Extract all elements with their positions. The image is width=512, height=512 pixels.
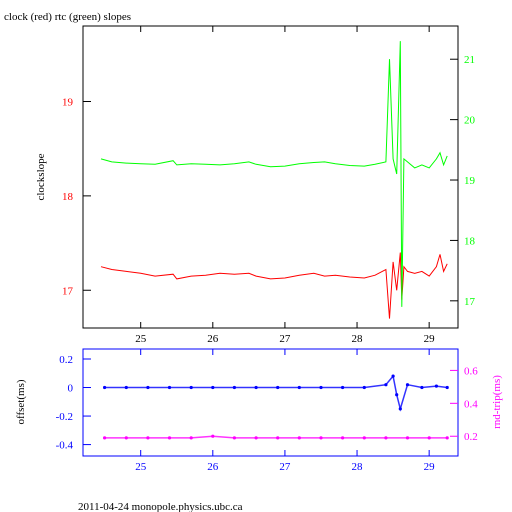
top-right-y-tick-label: 17: [464, 296, 476, 308]
bottom-left-y-axis-label: offset(ms): [15, 379, 27, 424]
chart-title: clock (red) rtc (green) slopes: [4, 11, 131, 23]
series-band-rnd-trip: [104, 435, 448, 439]
bottom-x-tick-label: 29: [424, 461, 436, 473]
bottom-left-y-tick-label: -0.2: [56, 411, 73, 423]
top-x-tick-label: 25: [135, 333, 147, 345]
bottom-right-y-tick-label: 0.6: [464, 365, 478, 377]
bottom-left-y-tick-label: 0.2: [59, 354, 73, 366]
series-band-offset: [104, 374, 448, 412]
bottom-plot-frame: [82, 348, 459, 457]
bottom-x-tick-label: 28: [352, 461, 364, 473]
top-x-tick-label: 27: [279, 333, 291, 345]
bottom-left-y-tick-label: 0: [68, 383, 74, 395]
top-x-tick-label: 29: [424, 333, 436, 345]
bottom-series-points: [103, 374, 449, 440]
top-right-y-tick-label: 20: [464, 115, 476, 127]
top-x-tick-label: 26: [207, 333, 219, 345]
top-right-y-tick-label: 21: [464, 54, 475, 66]
bottom-right-y-tick-label: 0.2: [464, 431, 478, 443]
footer-text: 2011-04-24 monopole.physics.ubc.ca: [78, 501, 243, 512]
bottom-right-y-axis-label: rnd-trip(ms): [491, 375, 503, 429]
top-axis-ticks: 25 26 27 28 29 17 18 19 17 18 19 20 21: [62, 26, 476, 345]
bottom-left-y-tick-label: -0.4: [56, 440, 74, 452]
series-line-clock: [100, 252, 448, 319]
top-right-y-tick-label: 18: [464, 235, 476, 247]
bottom-x-tick-label: 27: [279, 461, 291, 473]
bottom-right-y-tick-label: 0.4: [464, 398, 478, 410]
top-left-y-tick-label: 17: [62, 285, 74, 297]
series-line-rtc: [100, 41, 448, 307]
clock-slope-panel: clockslope 25 26 27 28 29 17 18 19 17 18 19 20 21: [35, 25, 476, 345]
top-right-y-tick-label: 19: [464, 175, 476, 187]
top-series-lines: [100, 41, 448, 319]
top-plot-frame: [82, 25, 459, 329]
bottom-x-tick-label: 25: [135, 461, 147, 473]
top-left-y-tick-label: 18: [62, 191, 74, 203]
top-x-tick-label: 28: [352, 333, 364, 345]
bottom-x-tick-label: 26: [207, 461, 219, 473]
offset-rndtrip-panel: offset(ms) rnd-trip(ms) 25 26 27 28 29 -0.4 -0…: [15, 348, 503, 473]
bottom-axis-ticks: 25 26 27 28 29 -0.4 -0.2 0 0.2 0.2 0.4 0.6: [56, 349, 478, 473]
top-left-y-tick-label: 19: [62, 97, 74, 109]
top-y-axis-label: clockslope: [35, 153, 47, 200]
